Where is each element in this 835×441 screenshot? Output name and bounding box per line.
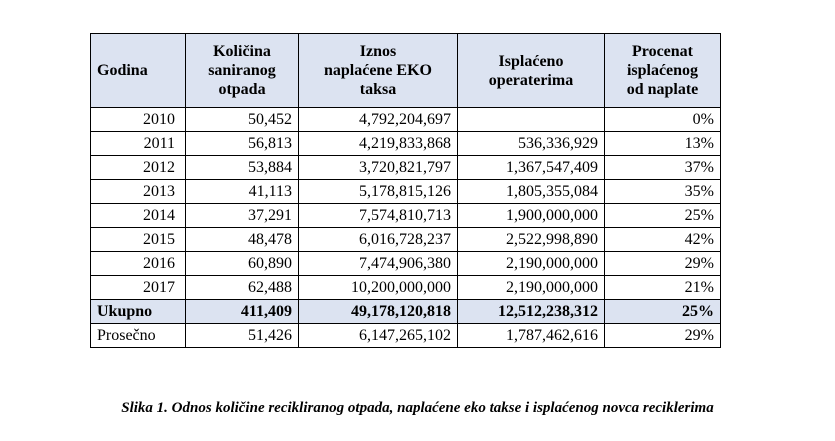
table-row: 2014 37,291 7,574,810,713 1,900,000,000 25%	[90, 203, 721, 228]
table-cell: 2015	[90, 227, 186, 252]
table-cell: 2,190,000,000	[457, 251, 605, 276]
header-cell: Godina	[90, 33, 186, 108]
table-cell: 37,291	[185, 203, 299, 228]
table-cell	[457, 107, 605, 132]
table-cell: 7,474,906,380	[298, 251, 458, 276]
table-cell: 2012	[90, 155, 186, 180]
table-cell: 2011	[90, 131, 186, 156]
header-line: otpada	[218, 81, 266, 98]
caption: Slika 1. Odnos količine recikliranog otp…	[121, 400, 714, 416]
table-cell: 29%	[604, 251, 721, 276]
table-row: 2012 53,884 3,720,821,797 1,367,547,409 37%	[90, 155, 721, 180]
table-cell: 10,200,000,000	[298, 275, 458, 300]
header-line: saniranog	[208, 62, 276, 79]
table-cell: Ukupno	[90, 299, 186, 324]
table-cell: 49,178,120,818	[298, 299, 458, 324]
table-cell: 41,113	[185, 179, 299, 204]
header-cell: Iznos naplaćene EKO taksa	[298, 33, 458, 108]
table-cell: 2,190,000,000	[457, 275, 605, 300]
table-cell: 1,787,462,616	[457, 323, 605, 348]
table-cell: 2016	[90, 251, 186, 276]
table-cell: 13%	[604, 131, 721, 156]
table-body: 2010 50,452 4,792,204,697 0% 2011 56,813 4,219…	[90, 107, 721, 348]
table-cell: 5,178,815,126	[298, 179, 458, 204]
table-cell: 29%	[604, 323, 721, 348]
table-cell: 42%	[604, 227, 721, 252]
header-line: od naplate	[626, 81, 699, 98]
table-cell: 21%	[604, 275, 721, 300]
table-row: 2013 41,113 5,178,815,126 1,805,355,084 35%	[90, 179, 721, 204]
table-cell: 1,900,000,000	[457, 203, 605, 228]
table-cell: 62,488	[185, 275, 299, 300]
table-cell: 35%	[604, 179, 721, 204]
header-line: Količina	[213, 43, 271, 60]
table-cell: 56,813	[185, 131, 299, 156]
header-line: naplaćene EKO	[323, 62, 432, 79]
table-cell: 25%	[604, 299, 721, 324]
table-cell: 51,426	[185, 323, 299, 348]
table-row: Ukupno 411,409 49,178,120,818 12,512,238,31…	[90, 299, 721, 324]
header-line: Iznos	[359, 43, 397, 60]
header-row: Godina Količina saniranog otpada Iznos naplać…	[90, 33, 721, 108]
table-cell: 6,147,265,102	[298, 323, 458, 348]
table-cell: 3,720,821,797	[298, 155, 458, 180]
table-cell: 1,805,355,084	[457, 179, 605, 204]
table-cell: 4,792,204,697	[298, 107, 458, 132]
table-cell: 1,367,547,409	[457, 155, 605, 180]
table-cell: 7,574,810,713	[298, 203, 458, 228]
header-line: isplaćenog	[626, 62, 699, 79]
table-cell: 60,890	[185, 251, 299, 276]
data-table: Godina Količina saniranog otpada Iznos naplać…	[90, 33, 721, 348]
table-cell: 0%	[604, 107, 721, 132]
table-cell: 25%	[604, 203, 721, 228]
table-row: 2015 48,478 6,016,728,237 2,522,998,890 42%	[90, 227, 721, 252]
table-row: 2011 56,813 4,219,833,868 536,336,929 13%	[90, 131, 721, 156]
header-line: taksa	[359, 81, 397, 98]
table-cell: 4,219,833,868	[298, 131, 458, 156]
table-cell: 2013	[90, 179, 186, 204]
table-row: 2016 60,890 7,474,906,380 2,190,000,000 29%	[90, 251, 721, 276]
table-row: Prosečno 51,426 6,147,265,102 1,787,462,616…	[90, 323, 721, 348]
table-cell: 2014	[90, 203, 186, 228]
header-line: operaterima	[488, 71, 574, 89]
header-cell: Količina saniranog otpada	[185, 33, 299, 108]
table-row: 2010 50,452 4,792,204,697 0%	[90, 107, 721, 132]
table-cell: 12,512,238,312	[457, 299, 605, 324]
table-cell: Prosečno	[90, 323, 186, 348]
table-cell: 2010	[90, 107, 186, 132]
table-cell: 2017	[90, 275, 186, 300]
header-cell: Isplaćeno operaterima	[457, 33, 605, 108]
table-cell: 6,016,728,237	[298, 227, 458, 252]
table-row: 2017 62,488 10,200,000,000 2,190,000,000 21%	[90, 275, 721, 300]
table-cell: 50,452	[185, 107, 299, 132]
table-cell: 37%	[604, 155, 721, 180]
header-line: Procenat	[631, 43, 693, 60]
table-cell: 411,409	[185, 299, 299, 324]
table-cell: 53,884	[185, 155, 299, 180]
header-line: Godina	[97, 62, 148, 79]
table-cell: 536,336,929	[457, 131, 605, 156]
table-cell: 2,522,998,890	[457, 227, 605, 252]
header-line: Isplaćeno	[498, 52, 564, 70]
header-cell: Procenat isplaćenog od naplate	[604, 33, 721, 108]
table-cell: 48,478	[185, 227, 299, 252]
